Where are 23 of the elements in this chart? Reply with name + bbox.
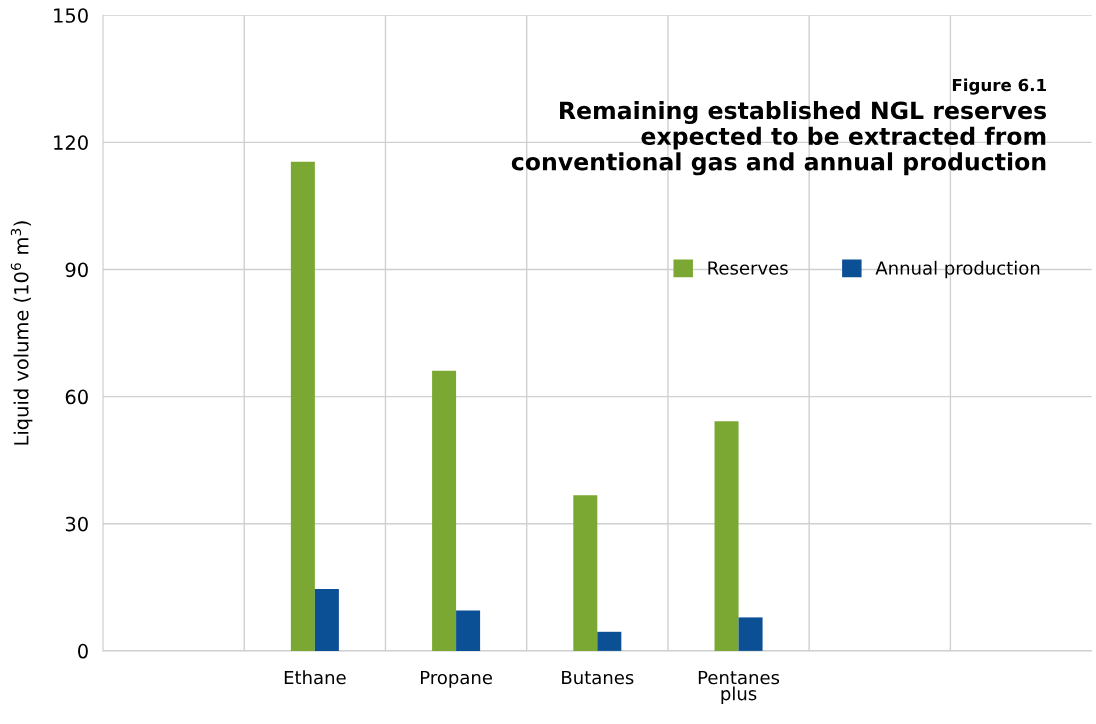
bar — [738, 617, 763, 651]
text: Remaining established NGL reserves expected to be extracted from conventional gas and annual production — [511, 101, 1047, 176]
text: Figure 6.1 — [952, 78, 1046, 95]
legend-label: Reserves — [708, 261, 788, 275]
y-tick-label: 30 — [65, 516, 88, 532]
y-tick-label: 60 — [65, 389, 88, 405]
bar — [290, 161, 315, 651]
bar — [573, 495, 598, 651]
x-tick-label: Propane — [421, 670, 492, 688]
y-tick-label: 120 — [54, 135, 88, 150]
y-tick-label: 0 — [78, 643, 88, 659]
bar — [597, 631, 622, 651]
bar — [432, 370, 457, 651]
x-tick-label: Butanes — [562, 670, 634, 685]
bar — [714, 421, 739, 651]
legend-label: Annual production — [875, 260, 1040, 279]
bar — [314, 589, 339, 651]
x-tick-label: Ethane — [284, 670, 346, 685]
y-axis-title: Liquid volume (10$^{6}$ m$^{3}$) — [10, 221, 33, 445]
x-tick-label: Pentanes plus — [698, 670, 780, 704]
y-tick-label: 90 — [65, 262, 88, 278]
bar — [456, 610, 481, 651]
y-tick-label: 150 — [54, 8, 88, 23]
